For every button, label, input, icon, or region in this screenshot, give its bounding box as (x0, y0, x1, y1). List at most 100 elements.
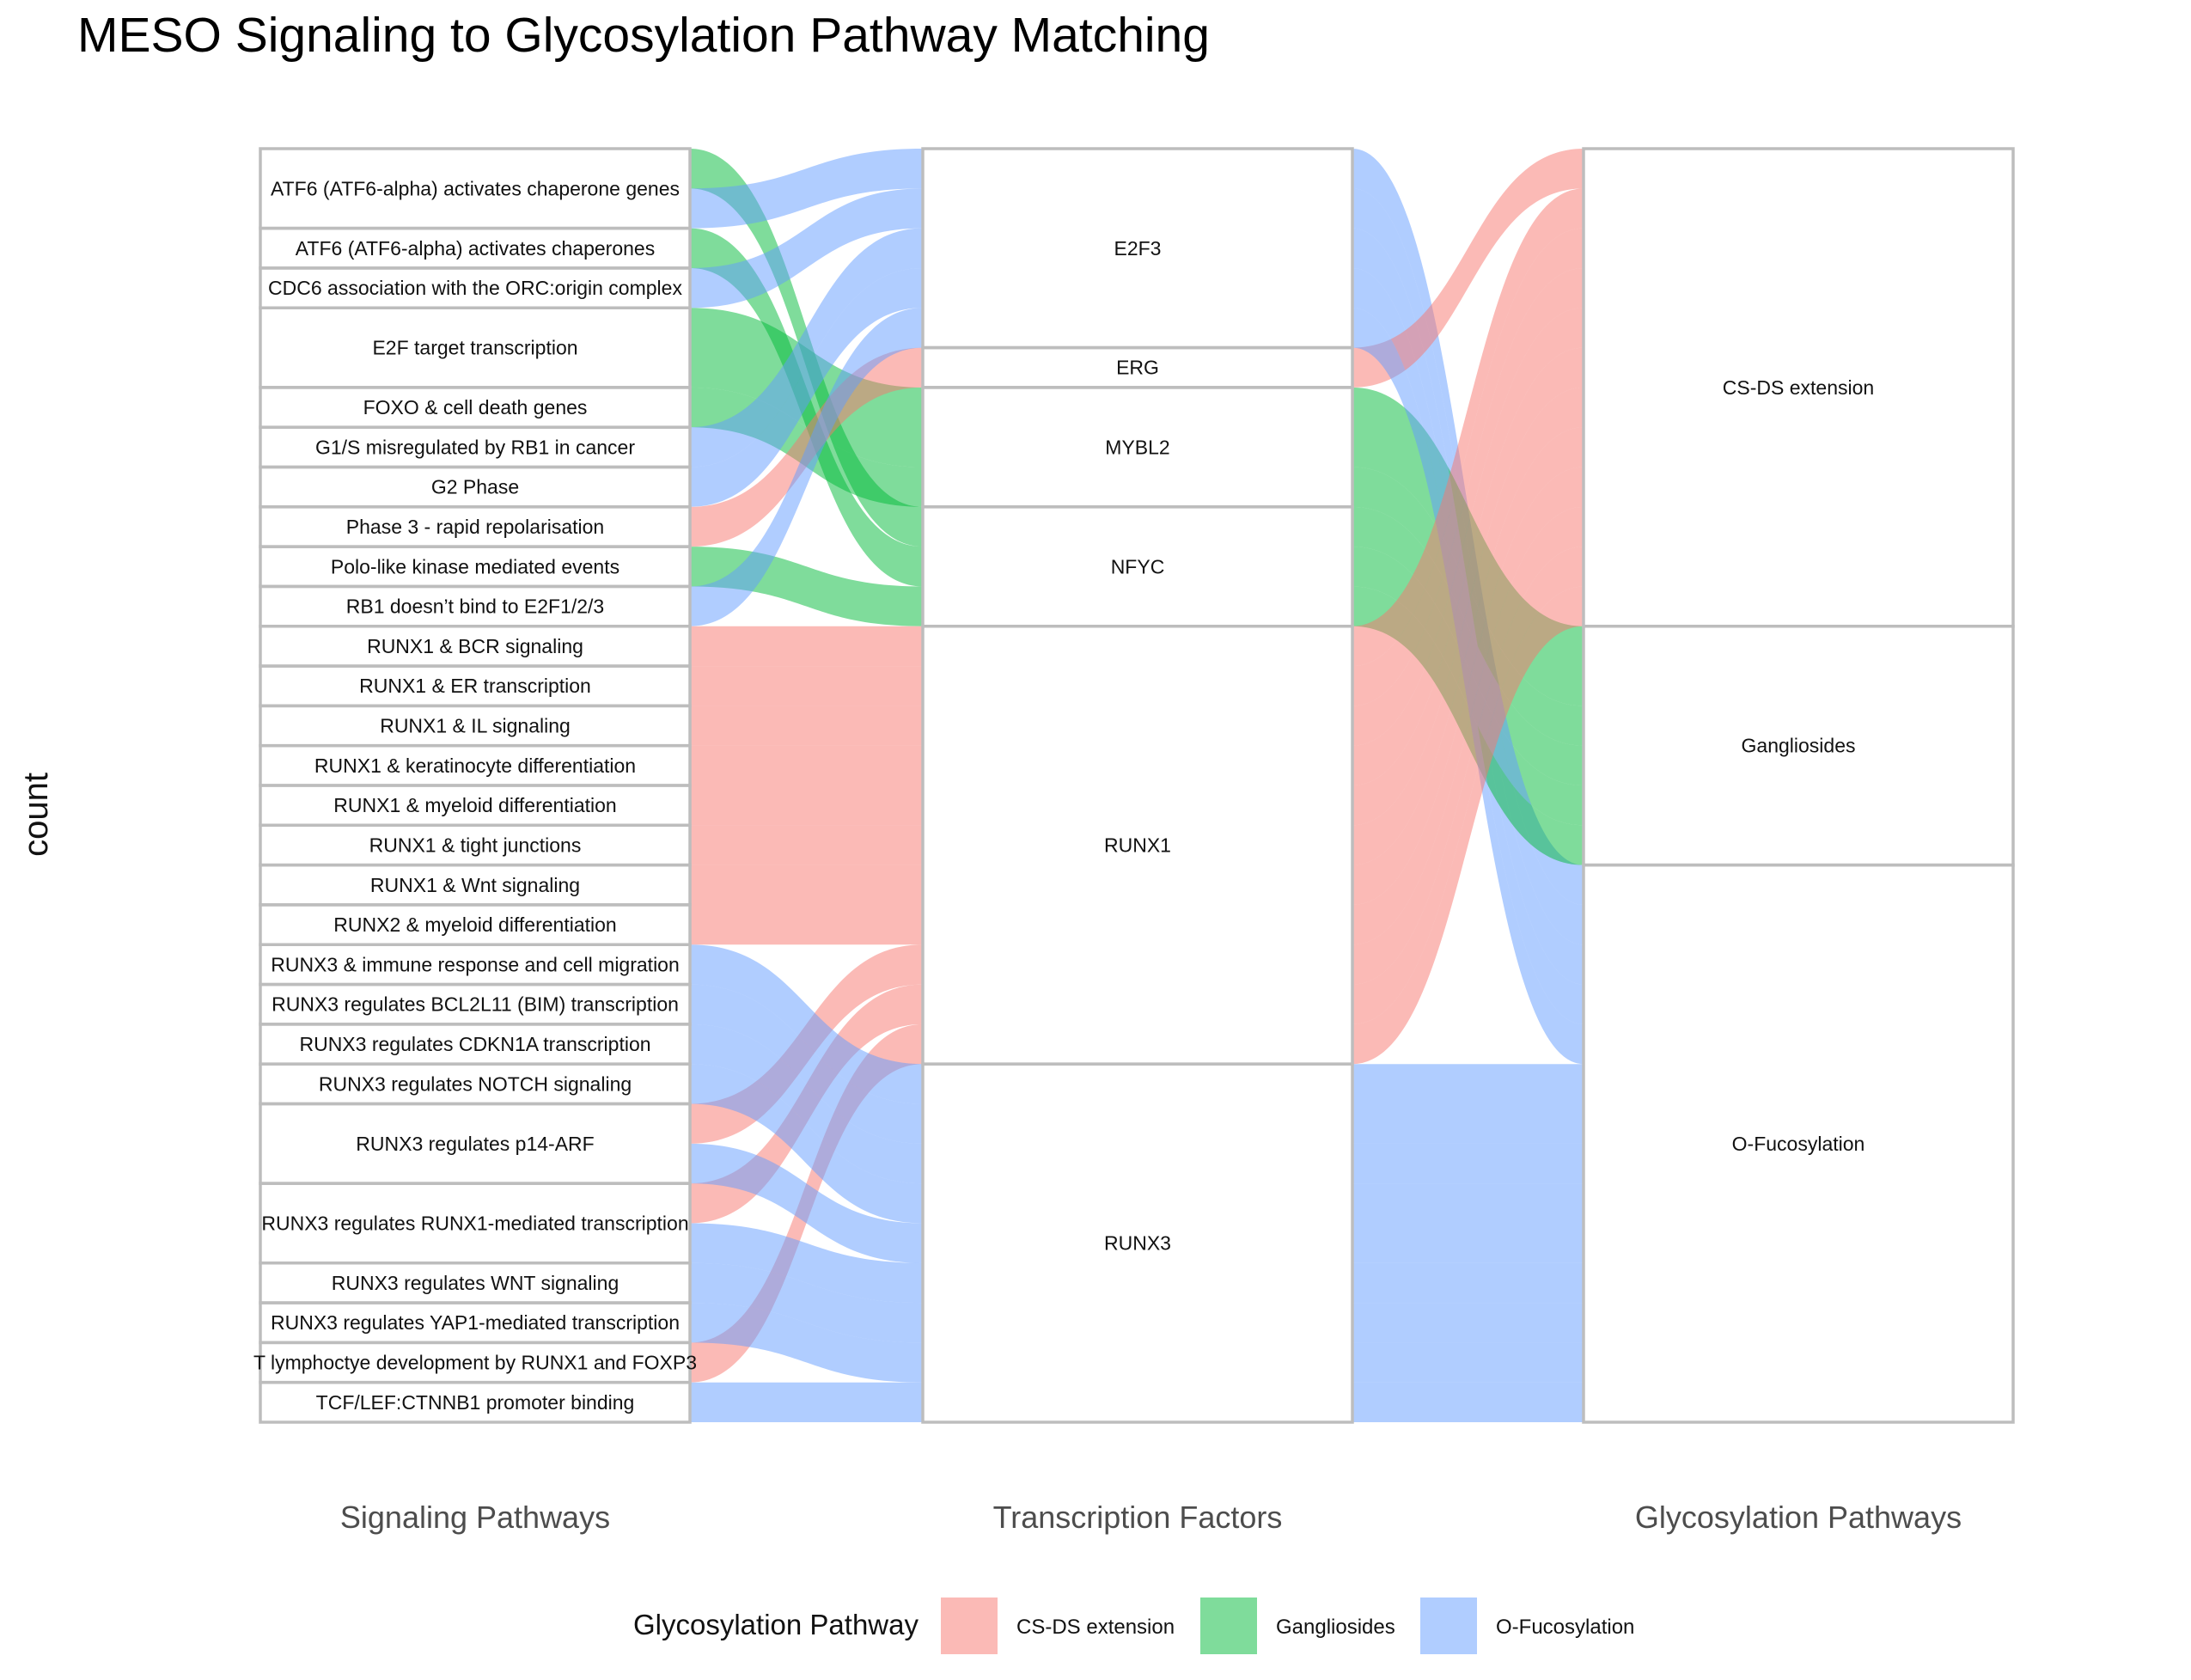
x-tick-transcription-factors: Transcription Factors (993, 1500, 1283, 1535)
x-axis-ticks: Signaling Pathways Transcription Factors G… (340, 1500, 1962, 1535)
signaling-stratum-label-runx3-regulates-yap1-mediated-transcription: RUNX3 regulates YAP1-mediated transcript… (271, 1311, 680, 1334)
flow-band-runx3-to-o-fucosylation (1352, 1143, 1584, 1184)
signaling-stratum-label-runx1-er-transcription: RUNX1 & ER transcription (359, 675, 591, 697)
signaling-stratum-label-g2-phase: G2 Phase (431, 476, 519, 498)
signaling-stratum-label-e2f-target-transcription: E2F target transcription (372, 337, 577, 359)
flow-band-runx1-to-cs-ds-extension (1352, 586, 1584, 1065)
flow-band-runx1-to-cs-ds-extension (1352, 547, 1584, 1024)
flow-band-runx1-tight-junctions-to-runx1 (690, 825, 923, 865)
flow-band-runx1-to-cs-ds-extension (1352, 308, 1584, 785)
flow-band-runx3-regulates-notch-signaling-to-runx3 (690, 1064, 923, 1224)
signaling-stratum-label-runx1-bcr-signaling: RUNX1 & BCR signaling (367, 635, 583, 657)
signaling-stratum-label-runx1-il-signaling: RUNX1 & IL signaling (380, 715, 571, 737)
flow-band-runx3-to-o-fucosylation (1352, 1262, 1584, 1304)
signaling-stratum-label-runx1-tight-junctions: RUNX1 & tight junctions (369, 834, 582, 856)
signaling-stratum-label-t-lymphoctye-development-by-runx1-and-foxp3: T lymphoctye development by RUNX1 and FO… (253, 1352, 697, 1374)
flow-band-runx1-to-cs-ds-extension (1352, 387, 1584, 865)
flow-band-runx3-to-o-fucosylation (1352, 1342, 1584, 1383)
signaling-stratum-label-runx1-wnt-signaling: RUNX1 & Wnt signaling (370, 874, 580, 896)
legend-swatch-o-fucosylation (1420, 1598, 1477, 1654)
glyco-stratum-box-o-fucosylation (1582, 863, 2015, 1424)
flow-band-runx1-er-transcription-to-runx1 (690, 666, 923, 706)
signaling-stratum-label-phase-3-rapid-repolarisation: Phase 3 - rapid repolarisation (346, 516, 604, 538)
x-tick-signaling-pathways: Signaling Pathways (340, 1500, 610, 1535)
flow-band-runx1-to-cs-ds-extension (1352, 228, 1584, 706)
legend-label-o-fucosylation: O-Fucosylation (1496, 1616, 1634, 1639)
flow-band-runx1-to-cs-ds-extension (1352, 467, 1584, 945)
flow-band-runx2-myeloid-differentiation-to-runx1 (690, 904, 923, 945)
legend-swatch-cs-ds-extension (941, 1598, 998, 1654)
flow-band-runx1-il-signaling-to-runx1 (690, 706, 923, 746)
signaling-stratum-label-runx2-myeloid-differentiation: RUNX2 & myeloid differentiation (333, 913, 616, 936)
glyco-stratum-label-cs-ds-extension: CS-DS extension (1723, 376, 1874, 399)
tf-stratum-label-nfyc: NFYC (1111, 555, 1165, 577)
legend-swatch-gangliosides (1200, 1598, 1257, 1654)
flow-band-runx3-immune-response-and-cell-migration-to-runx3 (690, 944, 923, 1104)
legend: Glycosylation Pathway CS-DS extension Gan… (633, 1598, 1634, 1654)
flow-band-rb1-doesn-t-bind-to-e2f1-2-3-to-e2f3 (690, 308, 923, 626)
y-axis-label: count (17, 773, 55, 857)
flow-band-runx3-regulates-wnt-signaling-to-runx3 (690, 1262, 923, 1343)
tf-stratum-label-mybl2: MYBL2 (1105, 436, 1169, 458)
flow-band-runx1-to-cs-ds-extension (1352, 506, 1584, 985)
signaling-stratum-label-runx1-keratinocyte-differentiation: RUNX1 & keratinocyte differentiation (314, 754, 636, 777)
flow-band-runx3-regulates-p14-arf-to-runx3 (690, 1143, 923, 1263)
flow-band-runx1-bcr-signaling-to-runx1 (690, 626, 923, 667)
flow-band-runx1-to-cs-ds-extension (1352, 347, 1584, 826)
signaling-stratum-label-runx3-immune-response-and-cell-migration: RUNX3 & immune response and cell migrati… (271, 953, 680, 975)
signaling-stratum-label-g1-s-misregulated-by-rb1-in-cancer: G1/S misregulated by RB1 in cancer (315, 436, 635, 458)
x-tick-glycosylation-pathways: Glycosylation Pathways (1635, 1500, 1962, 1535)
legend-label-gangliosides: Gangliosides (1276, 1616, 1395, 1639)
signaling-stratum-label-atf6-atf6-alpha-activates-chaperones: ATF6 (ATF6-alpha) activates chaperones (296, 237, 655, 260)
flow-band-runx3-regulates-yap1-mediated-transcription-to-runx3 (690, 1303, 923, 1383)
flow-band-cdc6-association-with-the-orc-origin-complex-to-e2f3 (690, 188, 923, 309)
flow-band-runx1-to-cs-ds-extension (1352, 427, 1584, 905)
flow-band-runx3-to-o-fucosylation (1352, 1303, 1584, 1343)
flow-band-runx3-to-o-fucosylation (1352, 1103, 1584, 1144)
flow-band-tcf-lef-ctnnb1-promoter-binding-to-runx3 (690, 1382, 923, 1422)
flow-band-g2-phase-to-e2f3 (690, 267, 923, 507)
glyco-stratum-label-o-fucosylation: O-Fucosylation (1732, 1133, 1865, 1155)
tf-stratum-box-runx3 (921, 1062, 1354, 1424)
signaling-stratum-label-runx3-regulates-notch-signaling: RUNX3 regulates NOTCH signaling (319, 1072, 632, 1095)
legend-label-cs-ds-extension: CS-DS extension (1016, 1616, 1175, 1639)
flow-band-runx3-to-o-fucosylation (1352, 1223, 1584, 1263)
legend-title: Glycosylation Pathway (633, 1609, 919, 1640)
flow-band-runx1-wnt-signaling-to-runx1 (690, 864, 923, 905)
stratum-layer: ATF6 (ATF6-alpha) activates chaperone ge… (253, 147, 2015, 1424)
flow-band-atf6-atf6-alpha-activates-chaperone-genes-to-e2f3 (690, 149, 923, 229)
signaling-stratum-label-runx1-myeloid-differentiation: RUNX1 & myeloid differentiation (333, 794, 616, 816)
flow-band-runx1-myeloid-differentiation-to-runx1 (690, 785, 923, 826)
glyco-stratum-label-gangliosides: Gangliosides (1742, 735, 1856, 757)
signaling-stratum-label-polo-like-kinase-mediated-events: Polo-like kinase mediated events (331, 555, 619, 577)
flow-band-runx3-regulates-runx1-mediated-transcription-to-runx3 (690, 1223, 923, 1304)
signaling-stratum-label-runx3-regulates-bcl2l11-bim-transcription: RUNX3 regulates BCL2L11 (BIM) transcript… (272, 993, 679, 1016)
flow-band-runx1-to-cs-ds-extension (1352, 188, 1584, 667)
signaling-stratum-label-atf6-atf6-alpha-activates-chaperone-genes: ATF6 (ATF6-alpha) activates chaperone ge… (271, 177, 680, 199)
flow-band-g1-s-misregulated-by-rb1-in-cancer-to-e2f3 (690, 228, 923, 467)
flow-band-runx3-regulates-cdkn1a-transcription-to-runx3 (690, 1023, 923, 1184)
signaling-stratum-label-runx3-regulates-cdkn1a-transcription: RUNX3 regulates CDKN1A transcription (299, 1033, 650, 1055)
tf-stratum-label-e2f3: E2F3 (1114, 237, 1162, 260)
tf-stratum-label-erg: ERG (1116, 357, 1159, 379)
tf-stratum-label-runx1: RUNX1 (1104, 834, 1171, 856)
signaling-stratum-label-runx3-regulates-p14-arf: RUNX3 regulates p14-ARF (356, 1133, 594, 1155)
signaling-stratum-label-tcf-lef-ctnnb1-promoter-binding: TCF/LEF:CTNNB1 promoter binding (316, 1391, 635, 1414)
flow-band-runx3-to-o-fucosylation (1352, 1064, 1584, 1104)
flow-band-erg-to-cs-ds-extension (1352, 149, 1584, 388)
signaling-stratum-label-rb1-doesn-t-bind-to-e2f1-2-3: RB1 doesn’t bind to E2F1/2/3 (346, 596, 604, 618)
signaling-stratum-label-cdc6-association-with-the-orc-origin-complex: CDC6 association with the ORC:origin com… (268, 277, 682, 299)
flow-band-runx1-to-cs-ds-extension (1352, 267, 1584, 746)
flow-band-runx3-to-o-fucosylation (1352, 1183, 1584, 1224)
flow-band-runx1-keratinocyte-differentiation-to-runx1 (690, 745, 923, 785)
flow-layer (690, 149, 1584, 1422)
flow-band-runx3-regulates-bcl2l11-bim-transcription-to-runx3 (690, 984, 923, 1144)
chart-title: MESO Signaling to Glycosylation Pathway … (77, 8, 1210, 63)
signaling-stratum-box-tcf-lef-ctnnb1-promoter-binding (259, 1380, 692, 1424)
signaling-stratum-label-runx3-regulates-wnt-signaling: RUNX3 regulates WNT signaling (332, 1272, 619, 1294)
tf-stratum-label-runx3: RUNX3 (1104, 1232, 1171, 1255)
flow-band-runx3-to-o-fucosylation (1352, 1382, 1584, 1422)
signaling-stratum-label-foxo-cell-death-genes: FOXO & cell death genes (363, 396, 588, 418)
